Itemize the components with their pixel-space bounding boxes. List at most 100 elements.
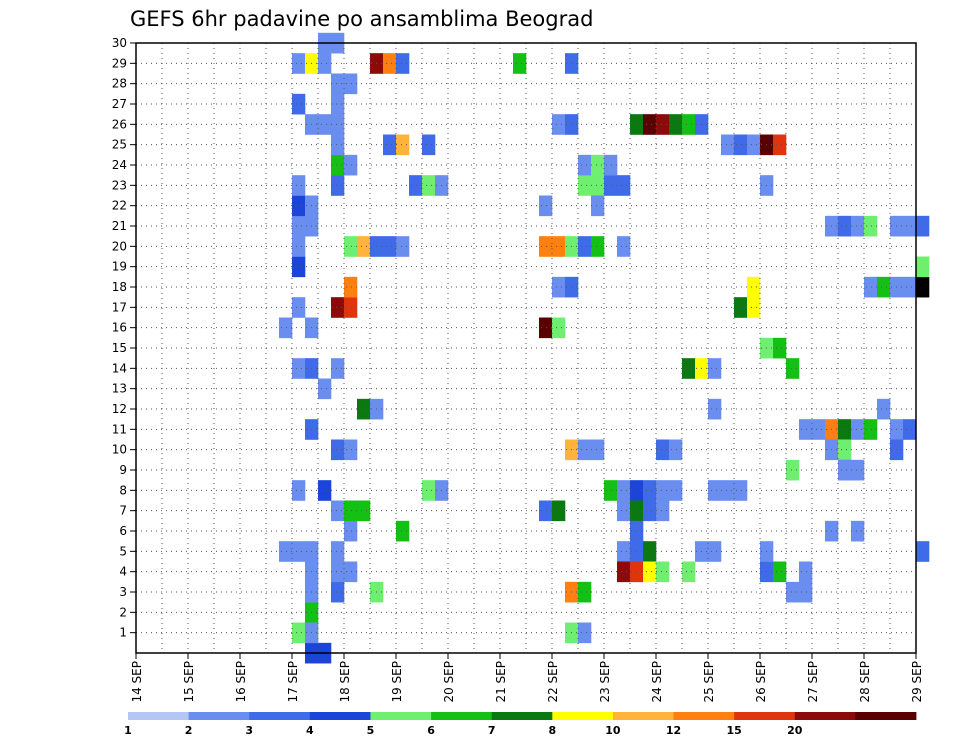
precip-cell xyxy=(682,561,696,583)
precip-cell xyxy=(721,134,735,156)
precip-cell xyxy=(734,480,748,501)
y-tick-label: 4 xyxy=(119,565,127,579)
precip-cell xyxy=(344,154,358,176)
precip-cell xyxy=(656,500,670,522)
y-tick-label: 3 xyxy=(119,585,127,599)
precip-cell xyxy=(877,398,891,420)
precip-cell xyxy=(344,500,358,522)
x-axis: 14 SEP 15 SEP 16 SEP 17 SEP 18 SEP 19 SEP 20 S… xyxy=(130,653,924,703)
precip-cell xyxy=(838,439,852,461)
y-tick-label: 24 xyxy=(112,158,127,172)
precip-cell xyxy=(357,236,371,257)
precip-cell xyxy=(916,256,930,278)
precip-cell xyxy=(838,419,852,440)
precip-cell xyxy=(331,541,345,562)
precip-cell xyxy=(799,581,813,603)
precip-cell xyxy=(331,134,345,156)
precip-cell xyxy=(344,520,358,542)
precip-cell xyxy=(383,53,397,74)
precip-cell xyxy=(851,419,865,440)
x-tick-label: 21 SEP xyxy=(494,661,508,703)
y-tick-label: 8 xyxy=(119,483,127,497)
precip-cell xyxy=(318,378,332,400)
precip-cell xyxy=(604,154,618,176)
chart-title: GEFS 6hr padavine po ansamblima Beograd xyxy=(130,7,593,31)
precip-cell xyxy=(344,561,358,583)
x-tick-label: 29 SEP xyxy=(910,661,924,703)
precip-cell xyxy=(578,236,592,257)
precip-cell xyxy=(773,134,787,156)
x-tick-label: 28 SEP xyxy=(858,661,872,703)
colorbar-label: 1 xyxy=(124,724,132,737)
precip-cell xyxy=(903,276,917,298)
y-tick-label: 25 xyxy=(112,138,127,152)
precip-cell xyxy=(539,236,553,257)
precip-cell xyxy=(747,276,761,298)
y-tick-label: 27 xyxy=(112,97,127,111)
precip-cell xyxy=(552,114,566,135)
precip-cell xyxy=(851,520,865,542)
precip-cell xyxy=(331,93,345,115)
precip-cell xyxy=(331,297,345,318)
precip-cell xyxy=(344,236,358,257)
colorbar-swatch xyxy=(855,712,917,720)
precip-cell xyxy=(604,480,618,501)
colorbar-swatch xyxy=(431,712,493,720)
precip-cell xyxy=(318,480,332,501)
precip-cell xyxy=(734,297,748,318)
x-tick-label: 15 SEP xyxy=(182,661,196,703)
colorbar-swatch xyxy=(552,712,614,720)
precip-cell xyxy=(591,175,605,196)
colorbar-label: 4 xyxy=(306,724,314,737)
x-tick-label: 25 SEP xyxy=(702,661,716,703)
y-tick-label: 11 xyxy=(112,422,127,436)
precip-cell xyxy=(786,581,800,603)
x-tick-label: 24 SEP xyxy=(650,661,664,703)
x-tick-label: 27 SEP xyxy=(806,661,820,703)
precip-cell xyxy=(617,561,631,583)
y-tick-label: 17 xyxy=(112,300,127,314)
precip-cell xyxy=(591,154,605,176)
precip-cell xyxy=(344,73,358,95)
precip-cell xyxy=(344,276,358,298)
precip-cell xyxy=(578,622,592,644)
precip-cell xyxy=(292,480,306,501)
colorbar-label: 12 xyxy=(666,724,681,737)
precip-cell xyxy=(864,215,878,237)
precip-cell xyxy=(318,114,332,135)
y-tick-label: 14 xyxy=(112,361,127,375)
precip-cell xyxy=(331,154,345,176)
precip-cell xyxy=(396,53,410,74)
precip-cell xyxy=(591,195,605,217)
y-tick-label: 12 xyxy=(112,402,127,416)
precip-cell xyxy=(773,561,787,583)
x-tick-label: 18 SEP xyxy=(338,661,352,703)
precip-cell xyxy=(708,541,722,562)
y-tick-label: 9 xyxy=(119,463,127,477)
precip-cell xyxy=(383,134,397,156)
precip-cell xyxy=(786,459,800,481)
y-tick-label: 30 xyxy=(112,36,127,50)
colorbar-swatch xyxy=(249,712,311,720)
precip-cell xyxy=(643,480,657,501)
y-tick-label: 19 xyxy=(112,260,127,274)
colorbar-label: 3 xyxy=(245,724,253,737)
precip-cell xyxy=(799,561,813,583)
precip-cell xyxy=(916,276,930,298)
y-tick-label: 13 xyxy=(112,382,127,396)
precip-cell xyxy=(656,439,670,461)
precip-cell xyxy=(331,500,345,522)
precip-cell xyxy=(331,114,345,135)
precip-cell xyxy=(851,459,865,481)
colorbar-label: 6 xyxy=(427,724,435,737)
y-tick-label: 20 xyxy=(112,239,127,253)
precip-cell xyxy=(721,480,735,501)
precip-cell xyxy=(396,236,410,257)
precip-cell xyxy=(292,236,306,257)
precip-cell xyxy=(786,358,800,379)
precip-cell xyxy=(682,358,696,379)
precip-cell xyxy=(656,561,670,583)
precip-cell xyxy=(903,419,917,440)
precip-cell xyxy=(331,561,345,583)
